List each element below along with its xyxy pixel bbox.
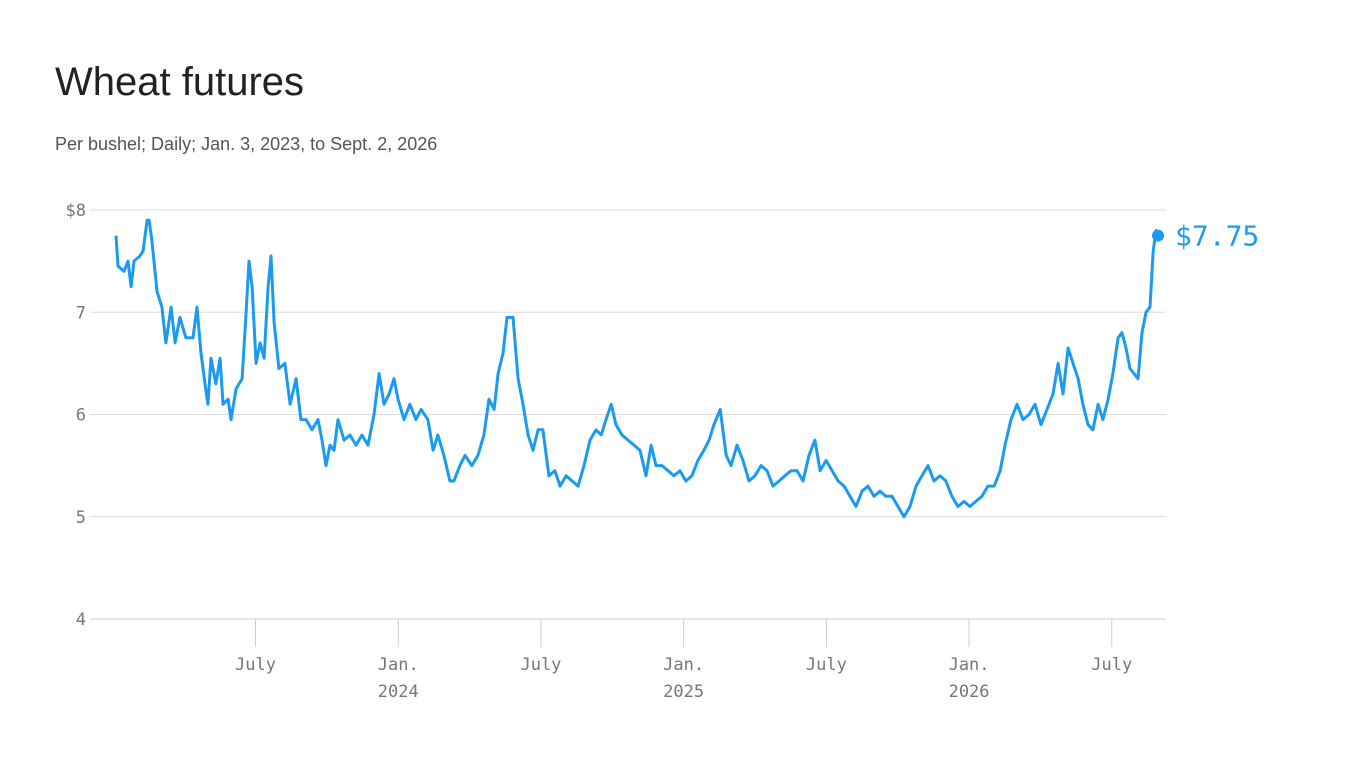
chart-subtitle: Per bushel; Daily; Jan. 3, 2023, to Sept… [55, 134, 437, 154]
price-line [114, 218, 1160, 519]
y-tick-label: $8 [66, 201, 86, 221]
y-tick-label: 7 [76, 303, 86, 323]
x-tick-label: July [806, 655, 847, 675]
x-tick-label: July [235, 655, 276, 675]
x-tick-label: July [520, 655, 561, 675]
y-tick-label: 6 [76, 406, 86, 426]
y-tick-label: 5 [76, 508, 86, 528]
x-tick-label: Jan. [949, 655, 990, 675]
end-label: $7.75 [1175, 220, 1259, 253]
end-dot [1152, 229, 1165, 242]
x-tick-year: 2025 [663, 682, 704, 702]
x-tick-year: 2026 [949, 682, 990, 702]
x-tick-label: Jan. [378, 655, 419, 675]
x-tick-label: Jan. [663, 655, 704, 675]
x-tick-year: 2024 [378, 682, 419, 702]
y-tick-label: 4 [76, 610, 86, 630]
chart-title: Wheat futures [55, 60, 304, 104]
x-tick-label: July [1091, 655, 1132, 675]
